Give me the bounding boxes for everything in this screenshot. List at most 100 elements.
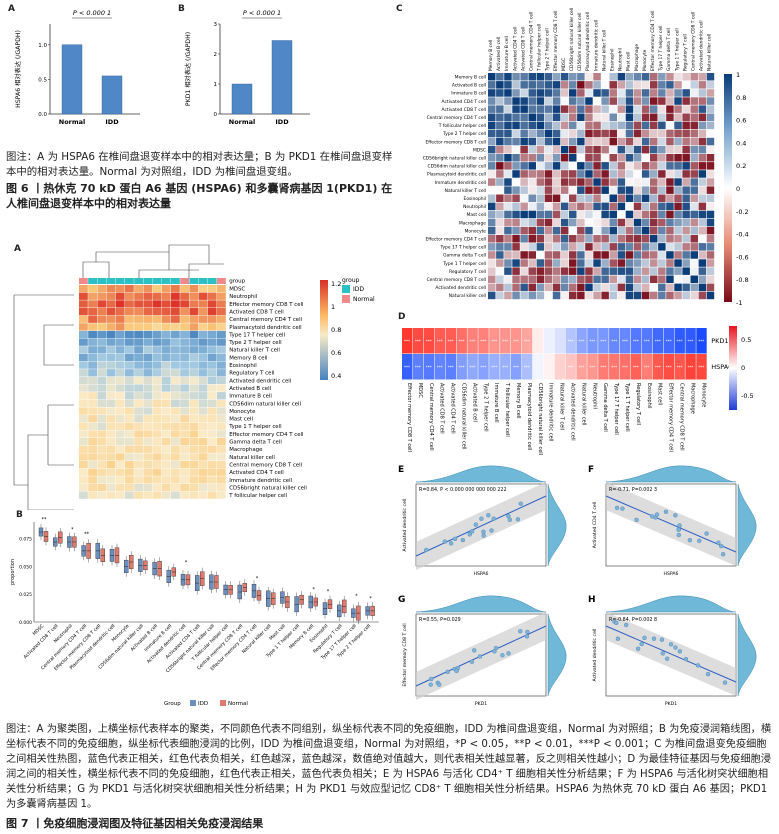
corr-cell: [706, 105, 715, 113]
corr-cell: [536, 89, 545, 97]
corr-cell: [528, 113, 536, 121]
d-cell-sig: ***: [698, 365, 704, 370]
heatmap-cell: [198, 445, 208, 453]
heatmap-cell: [106, 353, 116, 362]
corr-cell: [544, 170, 553, 178]
corr-cell: [569, 259, 577, 267]
heatmap-row-label: Immature dendritic cell: [229, 478, 292, 484]
corr-cell: [512, 243, 520, 251]
corr-cell: [577, 154, 585, 162]
corr-cell: [666, 145, 674, 154]
heatmap-cell: [198, 346, 208, 354]
heatmap-cell: [161, 384, 171, 392]
heatmap-cell: [134, 346, 143, 354]
heatmap-cell: [180, 307, 189, 316]
heatmap-cell: [134, 468, 143, 476]
x-density: [415, 465, 547, 483]
corr-cell: [488, 89, 496, 97]
group-annotation-cell: [180, 278, 189, 284]
scatter-point: [651, 636, 657, 641]
corr-cell: [560, 291, 569, 300]
corr-cell: [544, 243, 553, 251]
heatmap-cell: [152, 399, 162, 407]
corr-row-label: Gamma delta T cell: [443, 253, 486, 259]
corr-colorbar-tick: -0.6: [736, 253, 749, 261]
scatter-y-label: Effector memory CD8 T cell: [402, 623, 408, 686]
corr-cell: [520, 162, 528, 170]
heatmap-cell: [115, 392, 125, 400]
corr-cell: [577, 145, 585, 154]
heatmap-cell: [106, 468, 116, 476]
corr-row-label: Activated CD8 T cell: [442, 107, 486, 113]
corr-col-label: Immature B cell: [504, 36, 510, 71]
scatter-point: [500, 653, 505, 658]
corr-cell: [674, 251, 682, 259]
heatmap-cell: [152, 338, 162, 346]
heatmap-cell: [134, 460, 143, 469]
corr-cell: [577, 162, 585, 170]
corr-cell: [690, 259, 698, 267]
corr-cell: [512, 283, 520, 292]
d-col-label: Activated CD4 T cell: [450, 383, 456, 434]
heatmap-cell: [125, 460, 134, 469]
heatmap-cell: [189, 376, 199, 385]
d-cell-sig: ***: [437, 365, 443, 370]
d-cell-sig: ***: [698, 339, 704, 344]
heatmap-row-label: Activated dendritic cell: [229, 378, 291, 384]
corr-cell: [658, 170, 666, 178]
heatmap-cell: [143, 438, 153, 446]
corr-cell: [601, 226, 609, 235]
corr-cell: [560, 73, 569, 81]
d-cell: [685, 354, 696, 380]
corr-cell: [577, 226, 585, 235]
heatmap-cell: [97, 445, 107, 453]
scatter-point: [654, 512, 660, 517]
heatmap-cell: [143, 346, 153, 354]
heatmap-row-label: Neutrophil: [229, 294, 257, 300]
corr-cell: [706, 283, 715, 292]
d-cell: [543, 354, 555, 380]
d-col-label: MDSC: [417, 383, 423, 398]
corr-row-label: T follicular helper cell: [438, 123, 486, 129]
heatmap-row-label: Central memory CD4 T cell: [229, 317, 302, 323]
heatmap-cell: [97, 361, 107, 369]
corr-cell: [666, 154, 674, 162]
heatmap-cell: [207, 307, 217, 316]
heatmap-cell: [134, 384, 143, 392]
corr-cell: [520, 275, 528, 283]
d-colorbar-tick: 0: [741, 364, 745, 372]
heatmap-cell: [115, 468, 125, 476]
heatmap-cell: [97, 330, 107, 339]
corr-cell: [682, 170, 690, 178]
corr-cell: [560, 129, 569, 138]
corr-cell: [520, 243, 528, 251]
heatmap-cell: [207, 323, 217, 331]
corr-cell: [544, 202, 553, 211]
corr-cell: [633, 235, 642, 243]
corr-cell: [520, 178, 528, 186]
group-annotation-cell: [125, 278, 134, 284]
corr-cell: [520, 218, 528, 227]
corr-cell: [536, 235, 545, 243]
corr-cell: [633, 275, 642, 283]
d-cell-sig: ***: [666, 365, 672, 370]
corr-row-label: Mast cell: [467, 212, 486, 218]
corr-cell: [552, 267, 561, 275]
y-density: [737, 483, 757, 567]
heatmap-cell: [217, 361, 226, 369]
heatmap-cell: [125, 468, 134, 476]
heatmap-cell: [161, 483, 171, 492]
corr-cell: [658, 235, 666, 243]
scatter-point: [481, 533, 486, 538]
heatmap-cell: [198, 285, 208, 293]
d-cell: [445, 354, 456, 380]
corr-cell: [706, 81, 715, 89]
corr-cell: [569, 210, 577, 219]
corr-cell: [528, 210, 536, 219]
corr-cell: [544, 81, 553, 89]
corr-cell: [585, 113, 593, 121]
corr-cell: [560, 162, 569, 170]
corr-cell: [601, 81, 609, 89]
heatmap-cell: [88, 476, 97, 484]
